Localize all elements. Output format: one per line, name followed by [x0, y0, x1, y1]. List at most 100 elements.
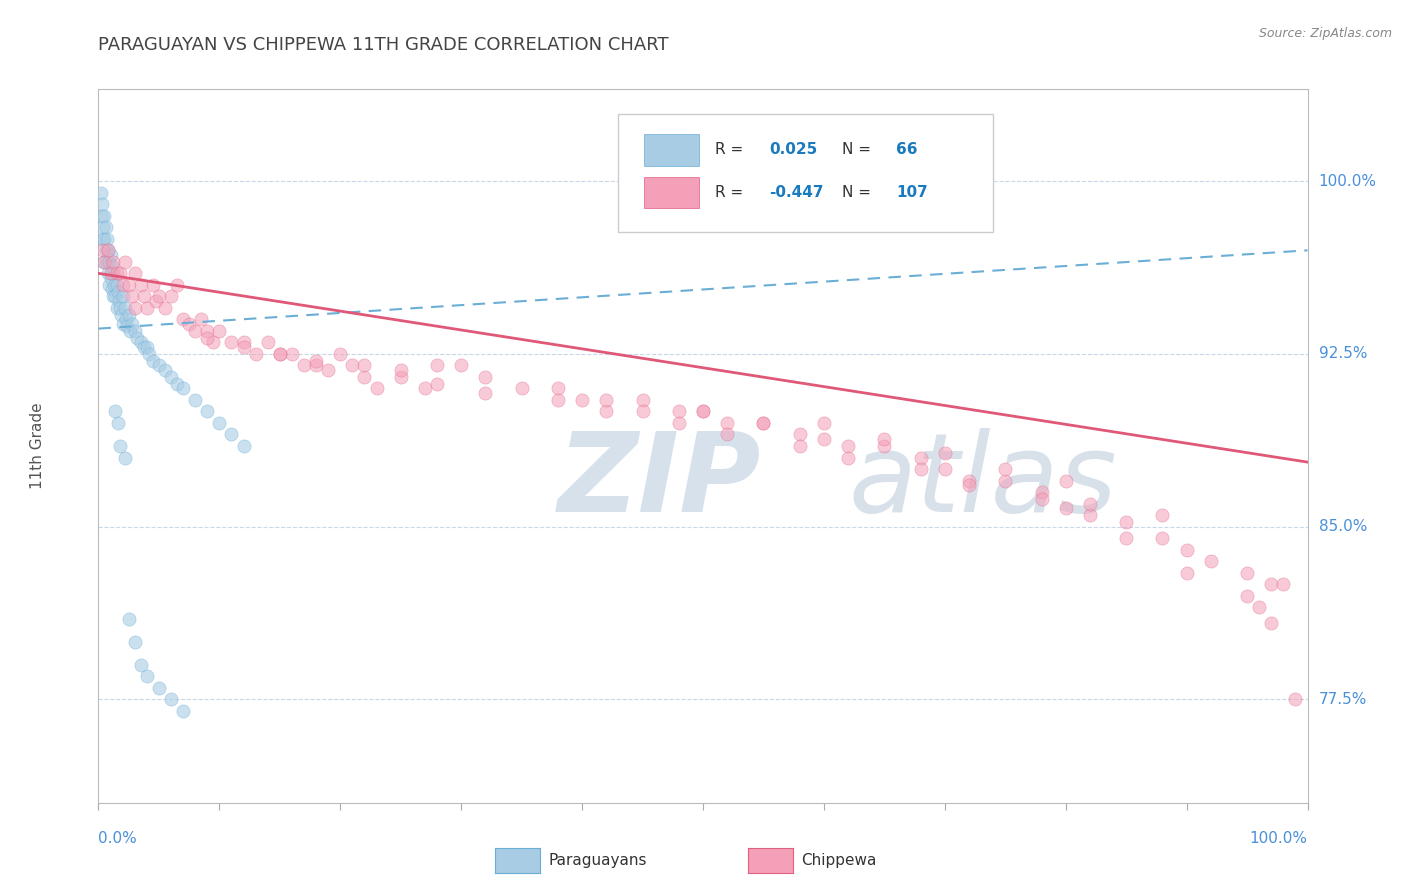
Point — [172, 704, 194, 718]
Point — [124, 634, 146, 648]
Point — [108, 301, 131, 315]
Point — [195, 404, 218, 418]
Point — [910, 450, 932, 465]
Point — [752, 416, 775, 430]
Point — [93, 232, 115, 246]
Text: 0.0%: 0.0% — [98, 831, 138, 847]
Point — [108, 439, 131, 453]
Point — [118, 277, 141, 292]
Point — [93, 255, 115, 269]
Point — [91, 220, 114, 235]
Point — [1199, 554, 1222, 568]
Point — [245, 347, 267, 361]
Point — [450, 359, 472, 373]
Point — [98, 255, 121, 269]
Text: R =: R = — [716, 186, 748, 200]
Point — [148, 359, 170, 373]
Point — [110, 308, 132, 322]
Point — [1115, 515, 1137, 529]
Point — [105, 277, 128, 292]
Point — [1236, 589, 1258, 603]
Point — [121, 289, 143, 303]
Point — [631, 404, 654, 418]
Point — [752, 416, 775, 430]
Point — [305, 359, 328, 373]
Point — [96, 232, 118, 246]
Point — [1249, 600, 1271, 615]
Point — [118, 612, 141, 626]
Text: 66: 66 — [897, 143, 918, 157]
Point — [111, 317, 134, 331]
Point — [232, 335, 254, 350]
Point — [124, 266, 146, 280]
Text: 11th Grade: 11th Grade — [31, 402, 45, 490]
Point — [105, 301, 128, 315]
Point — [148, 289, 170, 303]
Text: 107: 107 — [897, 186, 928, 200]
Point — [121, 317, 143, 331]
Text: 85.0%: 85.0% — [1319, 519, 1367, 534]
Point — [547, 381, 569, 395]
Point — [100, 266, 122, 280]
Text: Chippewa: Chippewa — [801, 854, 877, 868]
Point — [118, 308, 141, 322]
Point — [148, 681, 170, 695]
Point — [190, 312, 212, 326]
Point — [101, 266, 124, 280]
Point — [342, 359, 364, 373]
Point — [426, 376, 449, 391]
Point — [957, 474, 980, 488]
Point — [108, 266, 131, 280]
Point — [96, 255, 118, 269]
Point — [413, 381, 436, 395]
Point — [353, 370, 375, 384]
Point — [142, 354, 165, 368]
Point — [994, 474, 1017, 488]
Point — [111, 277, 134, 292]
Point — [353, 359, 375, 373]
Point — [789, 439, 811, 453]
Point — [474, 386, 496, 401]
Point — [172, 312, 194, 326]
Text: R =: R = — [716, 143, 748, 157]
Point — [153, 301, 176, 315]
Point — [101, 289, 124, 303]
Point — [269, 347, 291, 361]
Point — [124, 324, 146, 338]
Point — [813, 432, 835, 446]
FancyBboxPatch shape — [644, 177, 699, 209]
Point — [1152, 531, 1174, 545]
Point — [305, 354, 328, 368]
Point — [934, 462, 956, 476]
Point — [177, 317, 201, 331]
Point — [135, 340, 157, 354]
Point — [160, 289, 183, 303]
Point — [142, 277, 165, 292]
Point — [256, 335, 278, 350]
Point — [134, 340, 156, 354]
Point — [221, 335, 243, 350]
Point — [873, 439, 896, 453]
Point — [1115, 531, 1137, 545]
Point — [94, 220, 117, 235]
Point — [114, 450, 136, 465]
Point — [873, 432, 896, 446]
Point — [426, 359, 449, 373]
Point — [232, 439, 254, 453]
Point — [1078, 497, 1101, 511]
Point — [100, 260, 122, 274]
Point — [145, 293, 167, 308]
Point — [107, 285, 129, 299]
Point — [910, 462, 932, 476]
Point — [474, 370, 496, 384]
Point — [789, 427, 811, 442]
Point — [221, 427, 243, 442]
Point — [692, 404, 714, 418]
Point — [135, 301, 157, 315]
Point — [91, 197, 114, 211]
Point — [1078, 508, 1101, 522]
Point — [111, 289, 134, 303]
Point — [103, 277, 125, 292]
Point — [571, 392, 593, 407]
Point — [934, 446, 956, 460]
